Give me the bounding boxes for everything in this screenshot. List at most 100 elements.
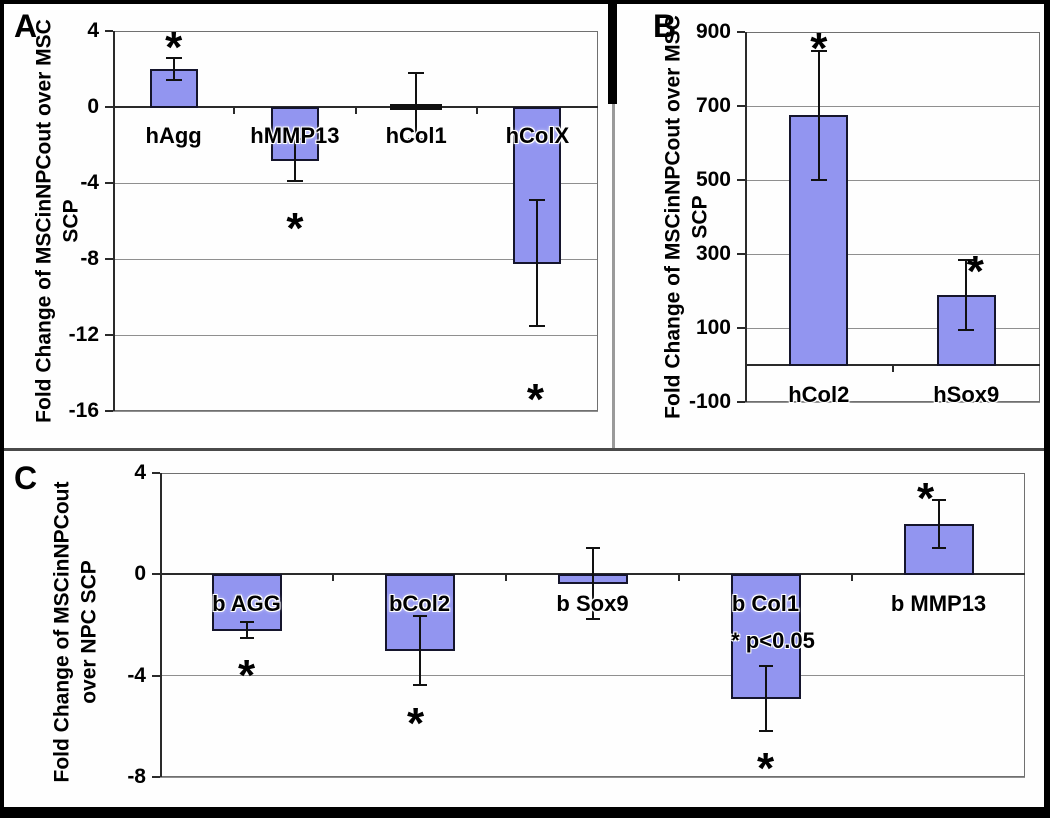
panel-b-y-axis-title: Fold Change of MSCinNPCout over MSC SCP [661,15,712,419]
error-cap-top-hcol2 [810,49,827,52]
panel-a-gridline [113,182,598,184]
panel-b-y-axis-tick [737,179,745,181]
error-bar-hmmp13 [293,139,296,182]
panel-a-y-axis-line [113,31,115,411]
panel-b-y-axis-tick [737,327,745,329]
panel-a-y-axis-tick [105,106,113,108]
panel-c-y-tick-label: -8 [127,765,146,788]
significance-asterisk-b-col1: * [756,743,775,793]
panel-a-y-tick-label: 4 [87,19,99,42]
panel-b-gridline [745,253,1040,255]
error-cap-bottom-hcolx [529,324,546,327]
significance-asterisk-bcol2: * [406,699,425,749]
error-cap-top-b-agg [239,621,254,624]
panel-divider-vertical-black [608,0,617,104]
panel-c-y-axis-title: Fold Change of MSCinNPCout over NPC SCP [50,481,101,783]
panel-divider-horizontal [0,448,1050,451]
category-label-hcol1: hCol1 [385,123,447,148]
panel-a-y-axis-tick [105,258,113,260]
panel-a-y-axis-tick [105,334,113,336]
panel-a-y-axis-tick [105,30,113,32]
panel-b-y-tick-label: 300 [695,242,731,265]
panel-b-y-tick-label: 900 [695,20,731,43]
panel-a-y-axis-tick [105,410,113,412]
error-bar-hcol2 [817,50,820,180]
category-label-bcol2: bCol2 [388,591,451,616]
panel-c-category-tick [678,574,680,582]
panel-b-y-tick-label: 700 [695,94,731,117]
error-cap-top-b-sox9 [585,546,600,549]
panel-c-y-axis-line [160,473,162,777]
significance-asterisk-b-agg: * [237,650,256,700]
panel-c-y-tick-label: 4 [134,461,146,484]
panel-a-gridline [113,258,598,260]
category-label-b-sox9: b Sox9 [556,591,629,616]
panel-a-y-tick-label: -4 [80,171,99,194]
panel-b-gridline [745,327,1040,329]
panel-c-y-axis-tick [152,776,160,778]
error-cap-top-hmmp13 [286,138,303,141]
panel-a-y-axis-tick [105,182,113,184]
panel-b-y-axis-line [745,32,747,402]
error-cap-bottom-b-sox9 [585,617,600,620]
panel-a-y-tick-label: -12 [68,323,99,346]
panel-c-category-tick [505,574,507,582]
panel-c-y-axis-tick [152,674,160,677]
panel-a-category-tick [475,107,478,114]
error-bar-bcol2 [418,616,421,685]
panel-c-gridline [160,675,1025,677]
panel-b-gridline [745,105,1040,107]
error-bar-hcol1 [415,72,418,140]
significance-asterisk-hcolx: * [526,374,544,424]
panel-divider-vertical-gray [612,104,615,449]
error-cap-bottom-hagg [165,79,182,82]
error-cap-top-hsox9 [958,258,975,261]
panel-b-gridline [745,179,1040,181]
panel-c-category-tick [851,574,853,582]
error-cap-bottom-hcol1 [408,138,425,141]
category-label-hmmp13: hMMP13 [250,123,340,148]
error-cap-top-bcol2 [412,615,427,618]
category-label-hagg: hAgg [145,123,202,148]
panel-a-y-tick-label: -8 [80,247,99,270]
error-bar-hsox9 [965,259,968,330]
significance-asterisk-hmmp13: * [286,203,304,253]
panel-a-letter: A [14,8,38,44]
panel-c-y-tick-label: 0 [134,562,146,586]
category-label-b-agg: b AGG [212,591,281,616]
error-bar-b-agg [245,622,248,638]
error-cap-bottom-hcol2 [810,179,827,181]
error-bar-hagg [172,57,175,81]
category-label-hcol2: hCol2 [788,382,850,407]
error-cap-bottom-b-agg [239,636,254,639]
error-cap-top-b-col1 [758,664,773,667]
panel-c-y-axis-tick [152,472,160,474]
panel-a-category-tick [233,107,236,114]
error-cap-bottom-b-mmp13 [931,546,946,549]
panel-b-y-axis-tick [737,105,745,107]
error-bar-hcolx [536,200,539,326]
panel-a-category-tick [354,107,357,114]
significance-asterisk-hagg: * [165,22,183,72]
panel-c-y-tick-label: -4 [127,663,146,687]
panel-a-gridline [113,334,598,336]
error-cap-bottom-hsox9 [958,328,975,331]
significance-asterisk-hsox9: * [966,247,984,297]
panel-a-y-axis-title: Fold Change of MSCinNPCout over MSC SCP [32,19,83,423]
panel-b-gridline [745,401,1040,403]
error-cap-top-hcolx [529,199,546,202]
panel-c-letter: C [14,460,38,496]
panel-b-y-axis-tick [737,31,745,33]
panel-b-category-tick [891,365,894,372]
error-cap-bottom-bcol2 [412,683,427,686]
category-label-hsox9: hSox9 [933,382,1000,407]
error-bar-b-sox9 [591,547,594,619]
panel-c-y-axis-tick [152,573,160,576]
error-cap-bottom-hmmp13 [286,180,303,183]
panel-b-y-tick-label: 500 [695,168,731,191]
panel-c-category-tick [332,574,334,582]
panel-c-plot-border [160,473,1025,777]
panel-c-gridline [160,776,1025,778]
error-bar-b-col1 [764,665,767,732]
